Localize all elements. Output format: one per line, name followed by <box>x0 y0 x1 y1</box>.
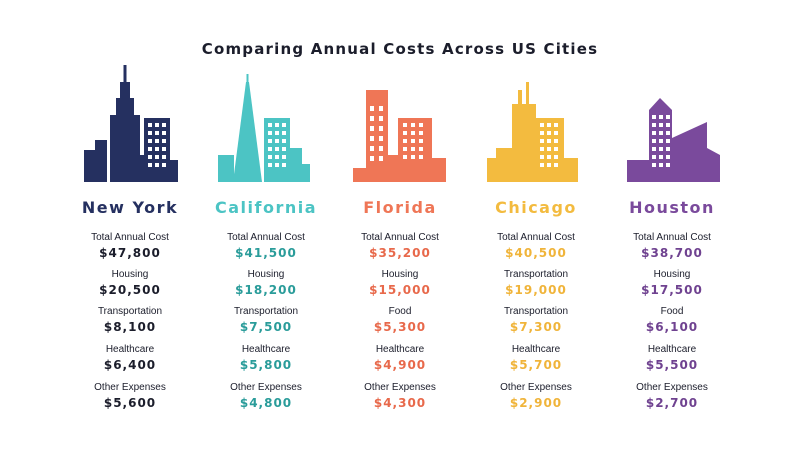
metric-value: $5,500 <box>645 358 699 372</box>
metric-chicago-0: Total Annual Cost $40,500 <box>456 232 616 262</box>
metric-chicago-1: Transportation $19,000 <box>456 269 616 299</box>
metric-california-2: Transportation $7,500 <box>186 306 346 336</box>
metric-chicago-2: Transportation $7,300 <box>456 306 616 336</box>
metric-houston-4: Other Expenses $2,700 <box>592 382 752 412</box>
city-name-new-york: New York <box>81 198 179 217</box>
metric-label: Food <box>388 306 412 317</box>
new-york-skyline-icon <box>84 65 178 182</box>
metric-florida-3: Healthcare $4,900 <box>320 344 480 374</box>
metric-new-york-4: Other Expenses $5,600 <box>50 382 210 412</box>
metric-value: $5,600 <box>103 396 157 410</box>
metric-value: $8,100 <box>103 320 157 334</box>
page-title: Comparing Annual Costs Across US Cities <box>201 40 599 58</box>
metric-value: $41,500 <box>235 246 297 260</box>
metric-label: Total Annual Cost <box>633 232 711 243</box>
metric-label: Total Annual Cost <box>497 232 575 243</box>
city-column-chicago: Chicago Total Annual Cost $40,500 Transp… <box>456 60 616 420</box>
metric-label: Healthcare <box>647 344 697 355</box>
metric-label: Healthcare <box>511 344 561 355</box>
metric-value: $5,700 <box>509 358 563 372</box>
metric-houston-0: Total Annual Cost $38,700 <box>592 232 752 262</box>
metric-label: Food <box>660 306 684 317</box>
metric-value: $6,400 <box>103 358 157 372</box>
city-name-houston: Houston <box>629 198 715 217</box>
metric-new-york-1: Housing $20,500 <box>50 269 210 299</box>
metric-label: Healthcare <box>375 344 425 355</box>
city-name-california: California <box>214 198 318 217</box>
metric-value: $19,000 <box>505 283 567 297</box>
metric-label: Housing <box>111 269 149 280</box>
metric-value: $5,800 <box>239 358 293 372</box>
chicago-skyline-icon <box>487 82 578 182</box>
metric-label: Other Expenses <box>364 382 436 393</box>
metric-value: $40,500 <box>505 246 567 260</box>
metric-california-0: Total Annual Cost $41,500 <box>186 232 346 262</box>
metric-label: Housing <box>381 269 419 280</box>
city-column-florida: Florida Total Annual Cost $35,200 Housin… <box>320 60 480 420</box>
metric-label: Total Annual Cost <box>91 232 169 243</box>
metric-label: Healthcare <box>105 344 155 355</box>
metric-florida-1: Housing $15,000 <box>320 269 480 299</box>
metric-value: $20,500 <box>99 283 161 297</box>
metric-california-3: Healthcare $5,800 <box>186 344 346 374</box>
houston-skyline-icon <box>627 98 720 182</box>
metric-value: $6,100 <box>645 320 699 334</box>
metric-value: $38,700 <box>641 246 703 260</box>
metric-houston-1: Housing $17,500 <box>592 269 752 299</box>
metric-value: $17,500 <box>641 283 703 297</box>
metric-value: $4,900 <box>373 358 427 372</box>
metric-value: $18,200 <box>235 283 297 297</box>
metric-label: Other Expenses <box>94 382 166 393</box>
metric-label: Housing <box>653 269 691 280</box>
metric-value: $7,300 <box>509 320 563 334</box>
metric-value: $5,300 <box>373 320 427 334</box>
florida-skyline-icon <box>353 90 446 182</box>
metric-value: $2,700 <box>645 396 699 410</box>
city-column-california: California Total Annual Cost $41,500 Hou… <box>186 60 346 420</box>
metric-label: Other Expenses <box>636 382 708 393</box>
metric-california-4: Other Expenses $4,800 <box>186 382 346 412</box>
metric-value: $2,900 <box>509 396 563 410</box>
metric-new-york-3: Healthcare $6,400 <box>50 344 210 374</box>
metric-florida-2: Food $5,300 <box>320 306 480 336</box>
metric-value: $47,800 <box>99 246 161 260</box>
metric-chicago-3: Healthcare $5,700 <box>456 344 616 374</box>
metric-label: Transportation <box>503 306 569 317</box>
metric-label: Total Annual Cost <box>361 232 439 243</box>
metric-value: $4,300 <box>373 396 427 410</box>
metric-value: $35,200 <box>369 246 431 260</box>
metric-label: Total Annual Cost <box>227 232 305 243</box>
metric-label: Healthcare <box>241 344 291 355</box>
metric-value: $7,500 <box>239 320 293 334</box>
metric-houston-2: Food $6,100 <box>592 306 752 336</box>
metric-label: Transportation <box>503 269 569 280</box>
metric-value: $4,800 <box>239 396 293 410</box>
metric-california-1: Housing $18,200 <box>186 269 346 299</box>
metric-label: Other Expenses <box>500 382 572 393</box>
metric-chicago-4: Other Expenses $2,900 <box>456 382 616 412</box>
metric-new-york-0: Total Annual Cost $47,800 <box>50 232 210 262</box>
metric-label: Housing <box>247 269 285 280</box>
metric-label: Transportation <box>97 306 163 317</box>
metric-value: $15,000 <box>369 283 431 297</box>
metric-houston-3: Healthcare $5,500 <box>592 344 752 374</box>
metric-florida-4: Other Expenses $4,300 <box>320 382 480 412</box>
city-name-chicago: Chicago <box>495 198 577 217</box>
california-skyline-icon <box>218 74 310 182</box>
metric-label: Transportation <box>233 306 299 317</box>
metric-florida-0: Total Annual Cost $35,200 <box>320 232 480 262</box>
city-name-florida: Florida <box>363 198 437 217</box>
city-column-houston: Houston Total Annual Cost $38,700 Housin… <box>592 60 752 420</box>
metric-label: Other Expenses <box>230 382 302 393</box>
city-column-new-york: New York Total Annual Cost $47,800 Housi… <box>50 60 210 420</box>
metric-new-york-2: Transportation $8,100 <box>50 306 210 336</box>
